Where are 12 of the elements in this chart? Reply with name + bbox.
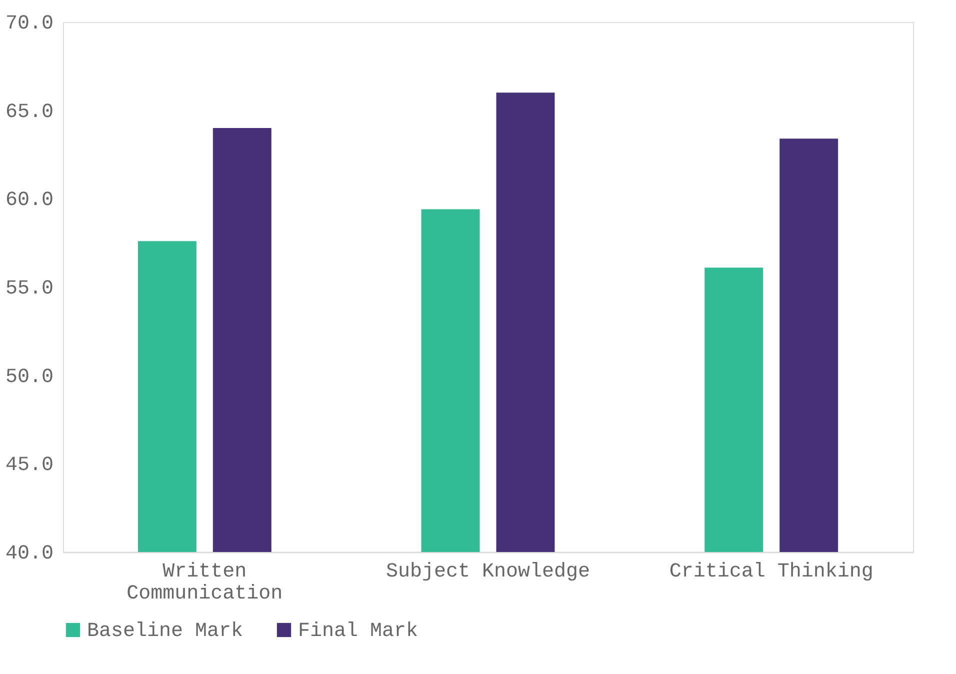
x-tick-label: Critical Thinking: [669, 560, 874, 584]
y-tick-label: 50.0: [5, 366, 54, 389]
x-tick-label: Written Communication: [126, 560, 283, 606]
y-tick-label: 65.0: [5, 100, 54, 124]
y-tick-label: 40.0: [5, 542, 54, 566]
x-tick-label: Subject Knowledge: [386, 560, 590, 584]
y-tick-label: 60.0: [5, 189, 54, 212]
y-tick-label: 70.0: [5, 12, 54, 36]
y-tick-label: 45.0: [5, 454, 54, 478]
legend-label: Baseline Mark: [87, 620, 244, 643]
legend-label: Final Mark: [298, 620, 418, 643]
y-tick-label: 55.0: [5, 278, 54, 300]
